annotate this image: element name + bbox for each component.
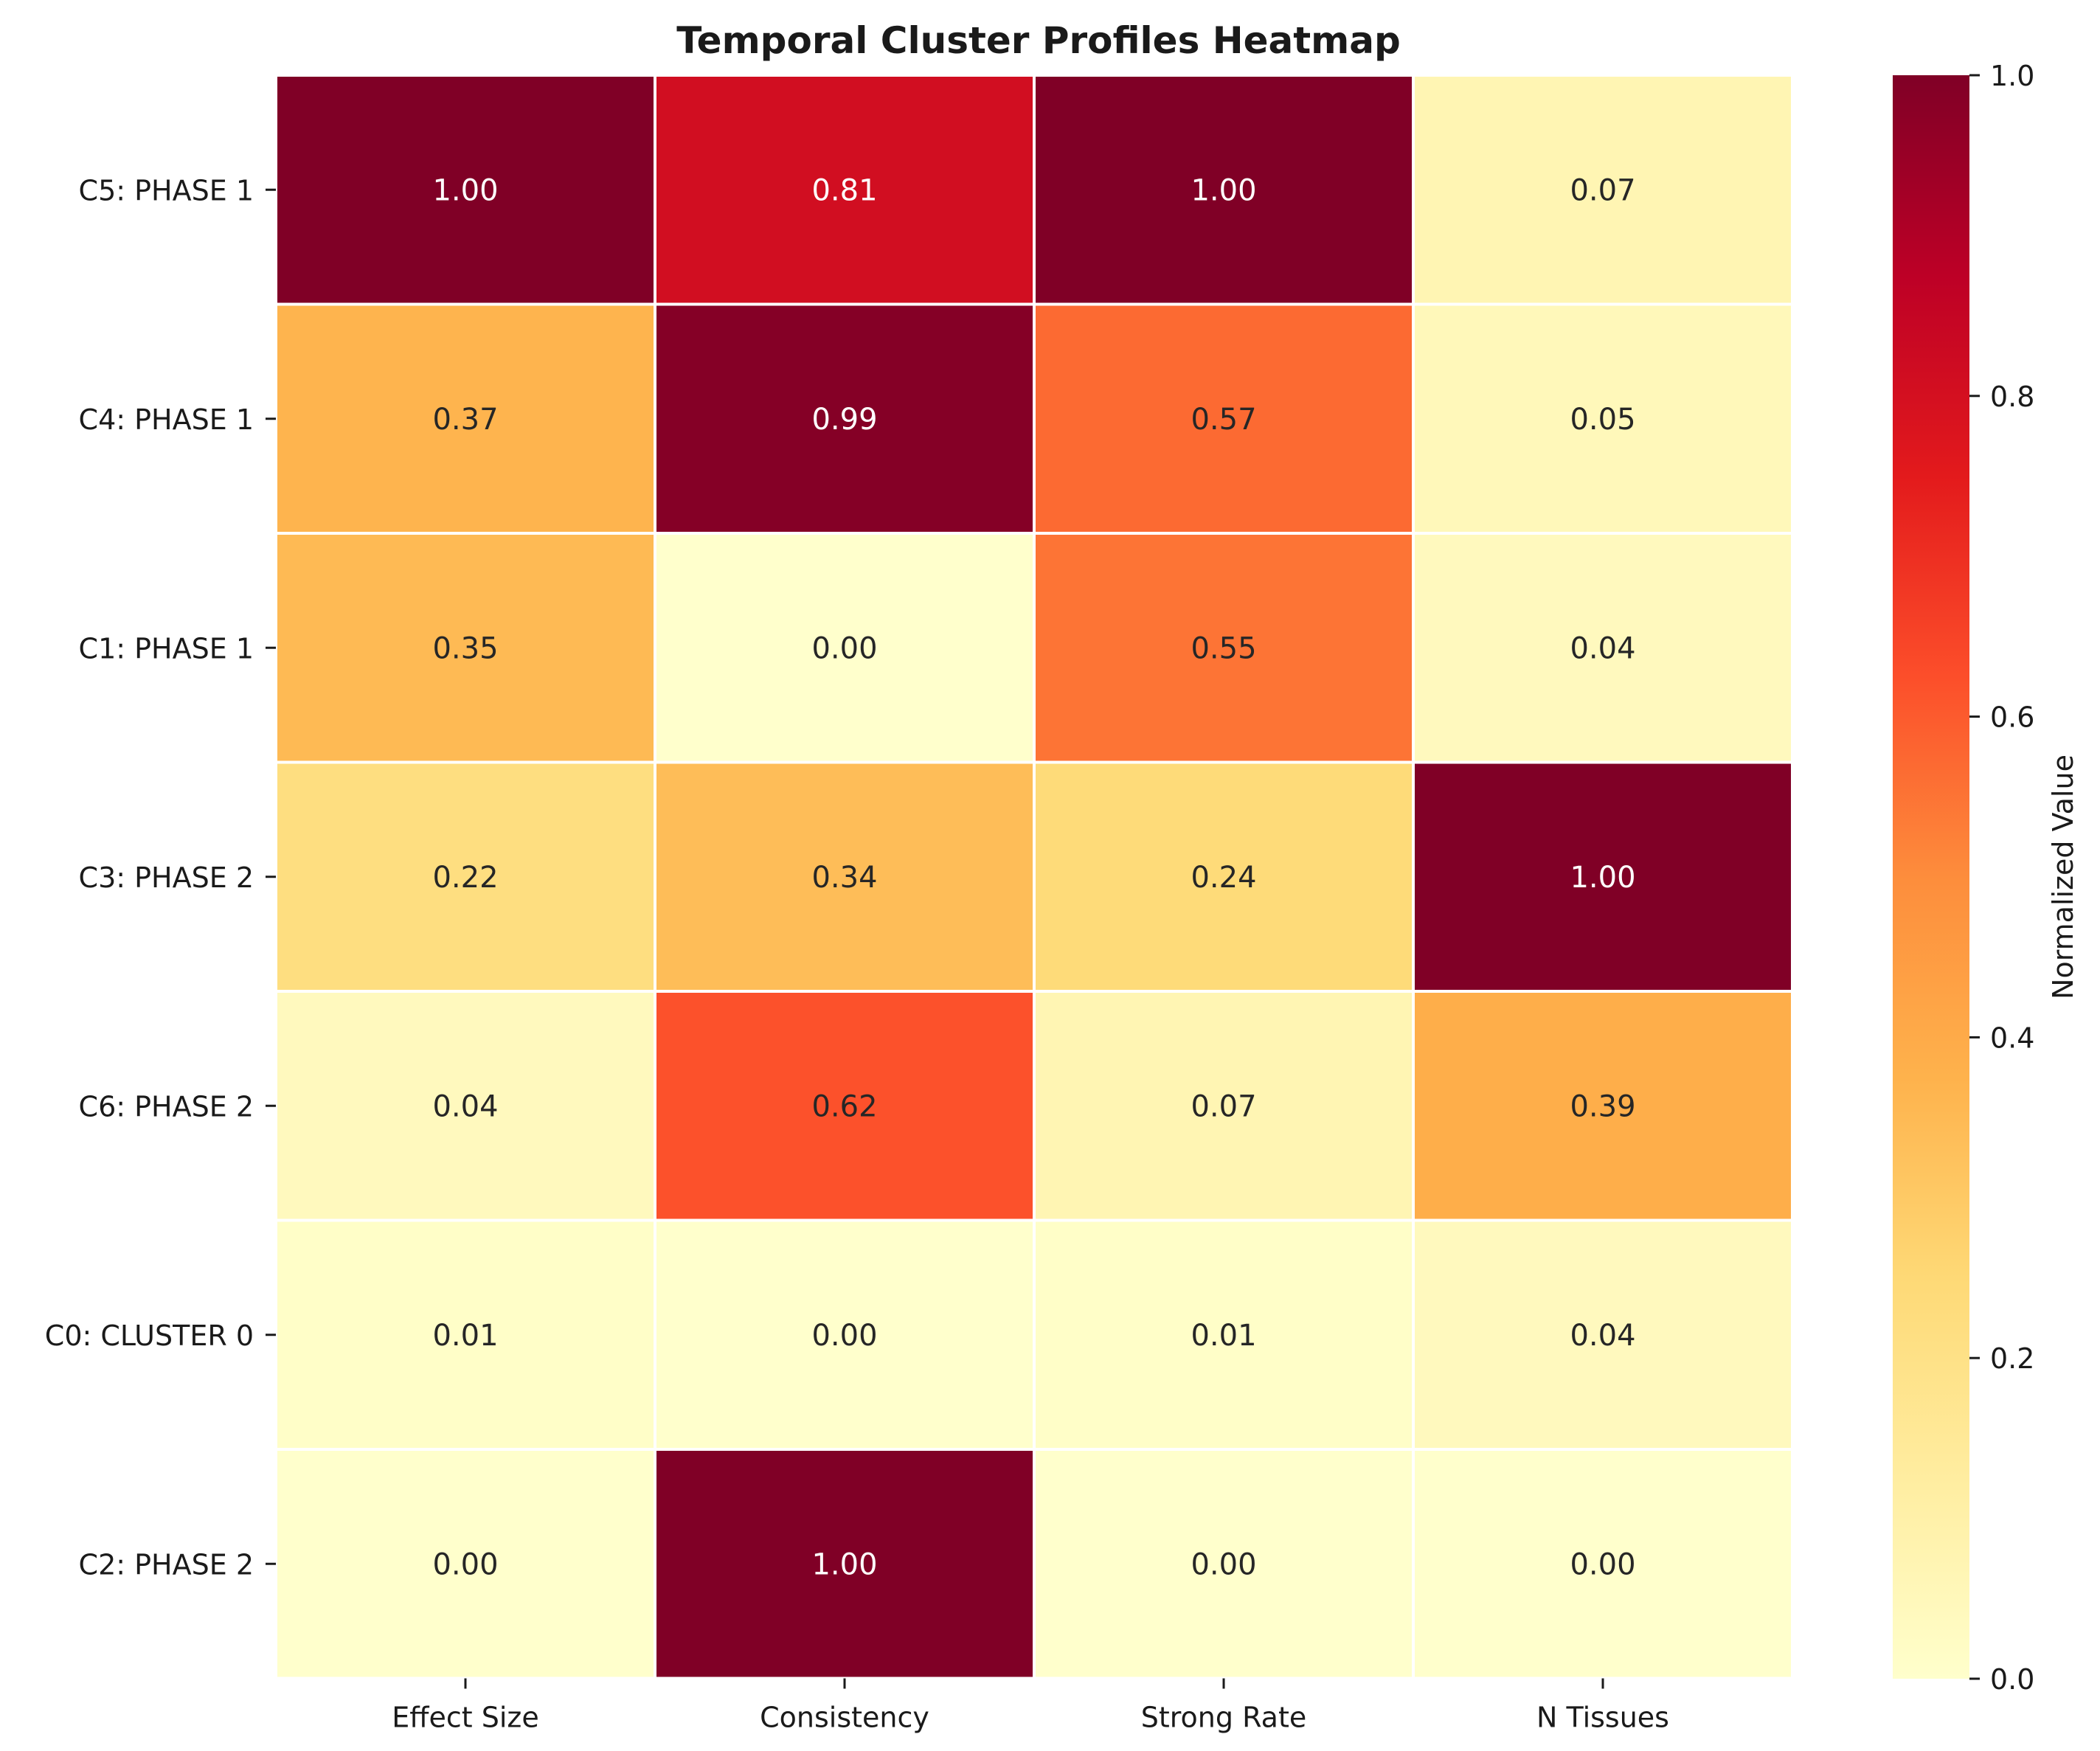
heatmap-cell xyxy=(654,760,1036,993)
cell-value-label: 0.57 xyxy=(1191,403,1256,437)
cell-value-label: 0.99 xyxy=(811,403,877,437)
colorbar-tick-label: 0.6 xyxy=(1990,701,2034,734)
heatmap-cell xyxy=(654,1218,1036,1451)
heatmap-cell xyxy=(274,1448,656,1680)
heatmap-cell xyxy=(654,532,1036,764)
row-label: C0: CLUSTER 0 xyxy=(45,1320,254,1352)
cell-value-label: 0.04 xyxy=(1570,1319,1635,1353)
cell-value-label: 0.01 xyxy=(432,1319,498,1353)
cell-value-label: 1.00 xyxy=(811,1547,877,1581)
heatmap-cell xyxy=(1033,990,1415,1222)
cell-value-label: 0.39 xyxy=(1570,1089,1635,1123)
chart-title: Temporal Cluster Profiles Heatmap xyxy=(676,19,1401,62)
heatmap-cell xyxy=(1412,1218,1794,1451)
colorbar-tick-label: 0.4 xyxy=(1990,1022,2034,1054)
cell-value-label: 0.55 xyxy=(1191,631,1256,665)
heatmap-cell xyxy=(1033,1218,1415,1451)
column-label: N Tissues xyxy=(1536,1702,1669,1734)
colorbar-tick-label: 1.0 xyxy=(1990,60,2034,92)
heatmap-cell xyxy=(274,74,656,306)
row-label: C6: PHASE 2 xyxy=(79,1090,254,1123)
cell-value-label: 0.07 xyxy=(1570,173,1635,207)
cell-value-label: 1.00 xyxy=(432,173,498,207)
colorbar-tick-label: 0.8 xyxy=(1990,381,2034,413)
heatmap-cell xyxy=(654,302,1036,535)
heatmap-cell xyxy=(1412,1448,1794,1680)
column-labels: Effect Size Consistency Strong Rate N Tissu… xyxy=(392,1678,1669,1734)
row-labels: C5: PHASE 1 C4: PHASE 1 C1: PHASE 1 C3: PHA… xyxy=(45,174,276,1581)
cell-value-label: 0.62 xyxy=(811,1089,877,1123)
column-label: Consistency xyxy=(760,1702,929,1734)
cell-value-label: 0.00 xyxy=(1191,1547,1256,1581)
cell-value-label: 0.35 xyxy=(432,631,498,665)
heatmap-cell xyxy=(274,302,656,535)
heatmap-cells: 1.00 0.81 1.00 0.07 0.37 0.99 0.57 0.05 0.35 0.00… xyxy=(274,74,1794,1680)
colorbar-tick-label: 0.2 xyxy=(1990,1342,2034,1375)
cell-value-label: 1.00 xyxy=(1191,173,1256,207)
cell-value-label: 1.00 xyxy=(1570,861,1635,895)
colorbar-tick-label: 0.0 xyxy=(1990,1663,2034,1696)
heatmap-cell xyxy=(1033,74,1415,306)
heatmap-cell xyxy=(1412,990,1794,1222)
column-label: Strong Rate xyxy=(1141,1702,1306,1734)
heatmap-cell xyxy=(1412,74,1794,306)
heatmap-cell xyxy=(1412,302,1794,535)
heatmap-cell xyxy=(274,1218,656,1451)
column-label: Effect Size xyxy=(392,1702,538,1734)
cell-value-label: 0.01 xyxy=(1191,1319,1256,1353)
heatmap-cell xyxy=(274,760,656,993)
cell-value-label: 0.05 xyxy=(1570,403,1635,437)
heatmap-cell xyxy=(654,990,1036,1222)
row-label: C4: PHASE 1 xyxy=(79,403,254,436)
colorbar: 0.0 0.2 0.4 0.6 0.8 1.0 Normalized Value xyxy=(1893,60,2079,1696)
row-label: C3: PHASE 2 xyxy=(79,861,254,894)
heatmap-cell xyxy=(1412,760,1794,993)
cell-value-label: 0.04 xyxy=(1570,631,1635,665)
cell-value-label: 0.34 xyxy=(811,861,877,895)
colorbar-label: Normalized Value xyxy=(2047,755,2079,999)
cell-value-label: 0.07 xyxy=(1191,1089,1256,1123)
heatmap-cell xyxy=(1412,532,1794,764)
cell-value-label: 0.22 xyxy=(432,861,498,895)
cell-value-label: 0.00 xyxy=(811,631,877,665)
cell-value-label: 0.24 xyxy=(1191,861,1256,895)
heatmap-cell xyxy=(654,74,1036,306)
cell-value-label: 0.37 xyxy=(432,403,498,437)
heatmap-cell xyxy=(1033,1448,1415,1680)
cell-value-label: 0.00 xyxy=(1570,1547,1635,1581)
row-label: C5: PHASE 1 xyxy=(79,174,254,207)
row-label: C2: PHASE 2 xyxy=(79,1548,254,1581)
heatmap-cell xyxy=(274,990,656,1222)
heatmap-cell xyxy=(1033,760,1415,993)
cell-value-label: 0.00 xyxy=(811,1319,877,1353)
colorbar-gradient xyxy=(1893,75,1969,1679)
cell-value-label: 0.00 xyxy=(432,1547,498,1581)
row-label: C1: PHASE 1 xyxy=(79,632,254,665)
cell-value-label: 0.04 xyxy=(432,1089,498,1123)
cell-value-label: 0.81 xyxy=(811,173,877,207)
